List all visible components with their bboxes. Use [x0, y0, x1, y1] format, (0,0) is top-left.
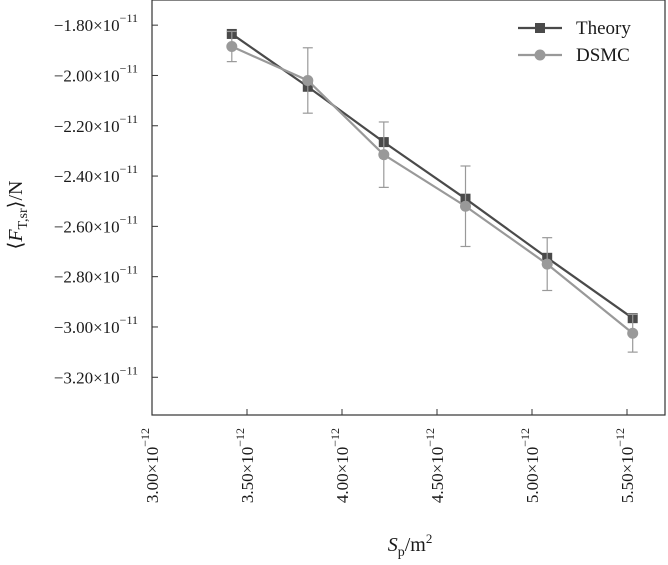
legend-theory-label: Theory: [576, 18, 631, 39]
y-tick-exponent: −11: [120, 61, 138, 75]
x-axis-title-sup: 2: [426, 531, 433, 546]
x-axis-title-sub: p: [398, 545, 405, 560]
data-point-dsmc: [302, 74, 314, 86]
y-tick-mantissa: −2.60×10: [54, 217, 120, 236]
x-tick-mantissa: 3.00×10: [143, 447, 162, 503]
x-tick-label: 3.50×10−12: [233, 428, 257, 503]
data-point-dsmc: [627, 327, 639, 339]
legend: Theory DSMC: [518, 18, 631, 66]
y-axis-ticks: −1.80×10−11−2.00×10−11−2.20×10−11−2.40×1…: [54, 11, 158, 387]
x-tick-label: 4.50×10−12: [423, 428, 447, 503]
series-theory: [226, 28, 638, 324]
y-tick-label: −3.00×10−11: [54, 313, 138, 337]
x-axis-title-main: S: [388, 534, 398, 556]
y-tick-label: −2.60×10−11: [54, 212, 138, 236]
x-tick-exponent: −12: [613, 428, 627, 447]
y-tick-mantissa: −3.00×10: [54, 318, 120, 337]
y-axis-title-sub: T,sr: [16, 208, 31, 229]
x-tick-exponent: −12: [138, 428, 152, 447]
y-tick-exponent: −11: [120, 112, 138, 126]
y-tick-exponent: −11: [120, 11, 138, 25]
x-tick-label: 4.00×10−12: [328, 428, 352, 503]
y-axis-title-close: ⟩/N: [5, 181, 27, 209]
data-point-dsmc: [460, 200, 471, 212]
data-point-dsmc: [378, 149, 390, 161]
y-tick-mantissa: −2.80×10: [54, 268, 120, 287]
legend-dsmc-label: DSMC: [576, 45, 630, 66]
x-tick-mantissa: 5.00×10: [523, 447, 542, 503]
x-tick-label: 5.50×10−12: [613, 428, 637, 503]
series-dsmc: [226, 30, 639, 353]
plot-frame: [151, 0, 666, 416]
y-tick-mantissa: −2.40×10: [54, 167, 120, 186]
series-layer: [226, 28, 639, 353]
y-tick-exponent: −11: [120, 162, 138, 176]
y-tick-exponent: −11: [120, 212, 138, 226]
series-line-dsmc: [231, 45, 634, 335]
y-tick-mantissa: −1.80×10: [54, 16, 120, 35]
x-axis-ticks: 3.00×10−123.50×10−124.00×10−124.50×10−12…: [138, 409, 637, 503]
x-tick-mantissa: 4.00×10: [333, 447, 352, 503]
y-axis-title: ⟨FT,sr⟩/N: [5, 181, 31, 250]
y-axis-title-main: F: [5, 229, 27, 243]
y-tick-exponent: −11: [120, 263, 138, 277]
y-axis-title-open: ⟨: [5, 242, 27, 250]
x-tick-mantissa: 5.50×10: [618, 447, 637, 503]
data-point-dsmc: [226, 41, 238, 53]
x-tick-mantissa: 3.50×10: [238, 447, 257, 503]
series-line-theory: [231, 33, 634, 320]
y-tick-label: −2.80×10−11: [54, 263, 138, 287]
x-tick-exponent: −12: [233, 428, 247, 447]
plot-area: [151, 0, 666, 416]
x-tick-mantissa: 4.50×10: [428, 447, 447, 503]
y-tick-mantissa: −3.20×10: [54, 368, 120, 387]
y-tick-label: −3.20×10−11: [54, 363, 138, 387]
y-tick-mantissa: −2.00×10: [54, 66, 120, 85]
x-tick-label: 3.00×10−12: [138, 428, 162, 503]
x-tick-exponent: −12: [423, 428, 437, 447]
y-tick-exponent: −11: [120, 313, 138, 327]
legend-theory-marker: [535, 23, 545, 33]
x-axis-title: Sp/m2: [388, 531, 433, 560]
x-tick-exponent: −12: [518, 428, 532, 447]
data-point-dsmc: [541, 258, 553, 270]
x-tick-label: 5.00×10−12: [518, 428, 542, 503]
y-tick-exponent: −11: [120, 363, 138, 377]
y-tick-label: −2.20×10−11: [54, 112, 138, 136]
y-tick-label: −2.00×10−11: [54, 61, 138, 85]
x-tick-exponent: −12: [328, 428, 342, 447]
y-tick-mantissa: −2.20×10: [54, 117, 120, 136]
y-tick-label: −2.40×10−11: [54, 162, 138, 186]
y-tick-label: −1.80×10−11: [54, 11, 138, 35]
legend-dsmc-marker: [534, 49, 546, 61]
x-axis-title-rest: /m: [405, 534, 427, 556]
